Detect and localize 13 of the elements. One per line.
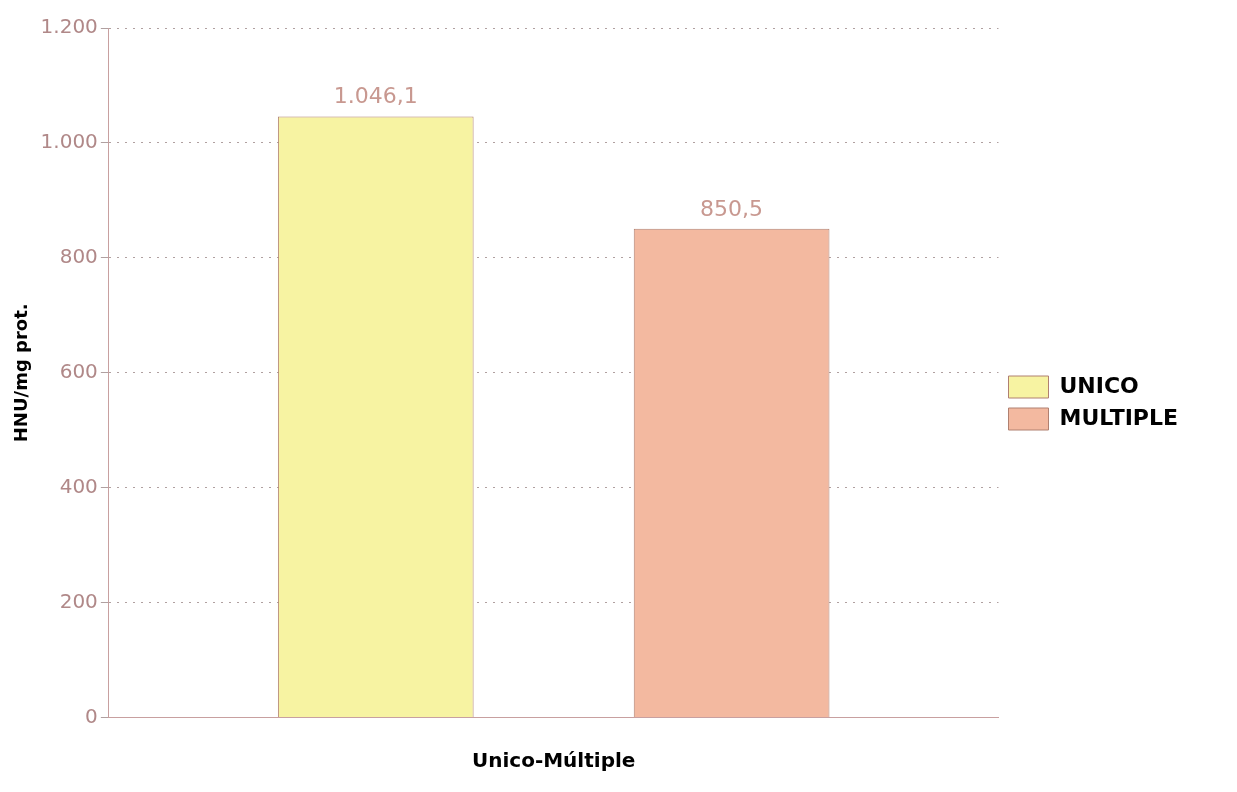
y-axis-title: HNU/mg prot. — [10, 303, 32, 443]
y-tick-label: 1.200 — [40, 14, 98, 39]
legend-label: MULTIPLE — [1059, 404, 1178, 430]
data-label: 850,5 — [700, 195, 764, 221]
y-tick-label: 200 — [59, 588, 98, 613]
legend-label: UNICO — [1059, 372, 1139, 398]
y-tick-label: 0 — [85, 703, 98, 728]
y-tick-label: 400 — [59, 473, 98, 498]
y-tick-label: 600 — [59, 359, 98, 383]
y-tick-label: 1.000 — [40, 129, 98, 154]
data-label: 1.046,1 — [333, 83, 418, 109]
y-tick-label: 800 — [59, 244, 98, 269]
x-axis-title: Unico-Múltiple — [471, 748, 636, 773]
